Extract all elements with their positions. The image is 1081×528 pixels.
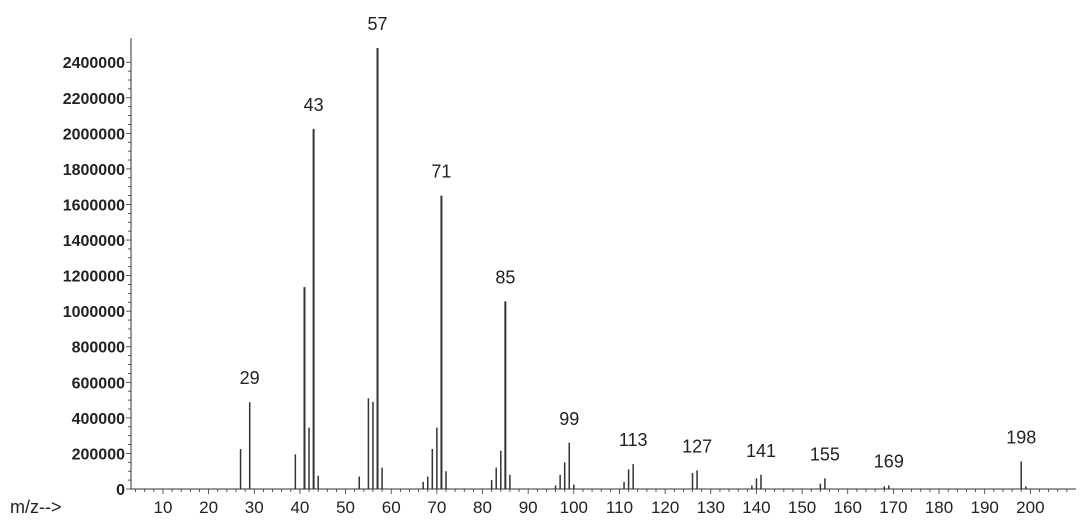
y-tick-label: 2000000 — [63, 126, 125, 143]
x-tick-label: 50 — [336, 498, 355, 517]
y-tick-label: 2400000 — [63, 55, 125, 72]
peak-label: 57 — [368, 14, 388, 34]
y-tick-label: 1200000 — [63, 269, 125, 286]
axes — [126, 38, 1076, 494]
y-tick-label: 2200000 — [63, 91, 125, 108]
x-tick-label: 160 — [834, 498, 862, 517]
x-tick-label: 150 — [788, 498, 816, 517]
peaks — [239, 48, 1027, 489]
peak-labels: 29 43 57 71 85 99 113 127 141 155 169 198 — [240, 14, 1037, 471]
y-tick-label: 0 — [116, 482, 125, 499]
x-tick-label: 20 — [199, 498, 218, 517]
y-tick-label: 1400000 — [63, 233, 125, 250]
peak-label: 127 — [682, 436, 712, 456]
x-tick-label: 130 — [697, 498, 725, 517]
x-tick-label: 10 — [153, 498, 172, 517]
peak-label: 85 — [495, 267, 515, 287]
x-tick-label: 90 — [519, 498, 538, 517]
peak-label: 71 — [431, 162, 451, 182]
x-tick-label: 80 — [473, 498, 492, 517]
x-tick-label: 110 — [606, 498, 633, 517]
x-tick-label: 30 — [245, 498, 264, 517]
x-tick-label: 140 — [742, 498, 770, 517]
x-axis-label: m/z--> — [10, 497, 62, 517]
peak-label: 169 — [874, 451, 904, 471]
tick-labels: 0 200000 400000 600000 800000 1000000 1200000 1… — [63, 55, 1045, 517]
peak-label: 29 — [240, 368, 260, 388]
y-tick-label: 1600000 — [63, 197, 125, 214]
x-tick-label: 120 — [651, 498, 679, 517]
y-tick-label: 800000 — [72, 340, 125, 357]
x-tick-label: 190 — [971, 498, 999, 517]
y-tick-label: 1000000 — [63, 304, 125, 321]
x-tick-label: 180 — [925, 498, 953, 517]
y-tick-label: 400000 — [72, 411, 125, 428]
x-tick-label: 100 — [560, 498, 588, 517]
peak-label: 99 — [559, 409, 579, 429]
x-tick-label: 40 — [290, 498, 309, 517]
x-tick-label: 200 — [1016, 498, 1044, 517]
peak-label: 113 — [619, 430, 648, 450]
peak-label: 141 — [746, 441, 776, 461]
peak-label: 155 — [810, 444, 840, 464]
y-tick-label: 200000 — [72, 446, 125, 463]
peak-label: 43 — [304, 95, 324, 115]
y-tick-label: 1800000 — [63, 162, 125, 179]
peak-label: 198 — [1006, 427, 1036, 447]
x-tick-label: 60 — [382, 498, 401, 517]
y-tick-label: 600000 — [72, 375, 125, 392]
x-tick-label: 170 — [879, 498, 907, 517]
x-tick-label: 70 — [427, 498, 446, 517]
